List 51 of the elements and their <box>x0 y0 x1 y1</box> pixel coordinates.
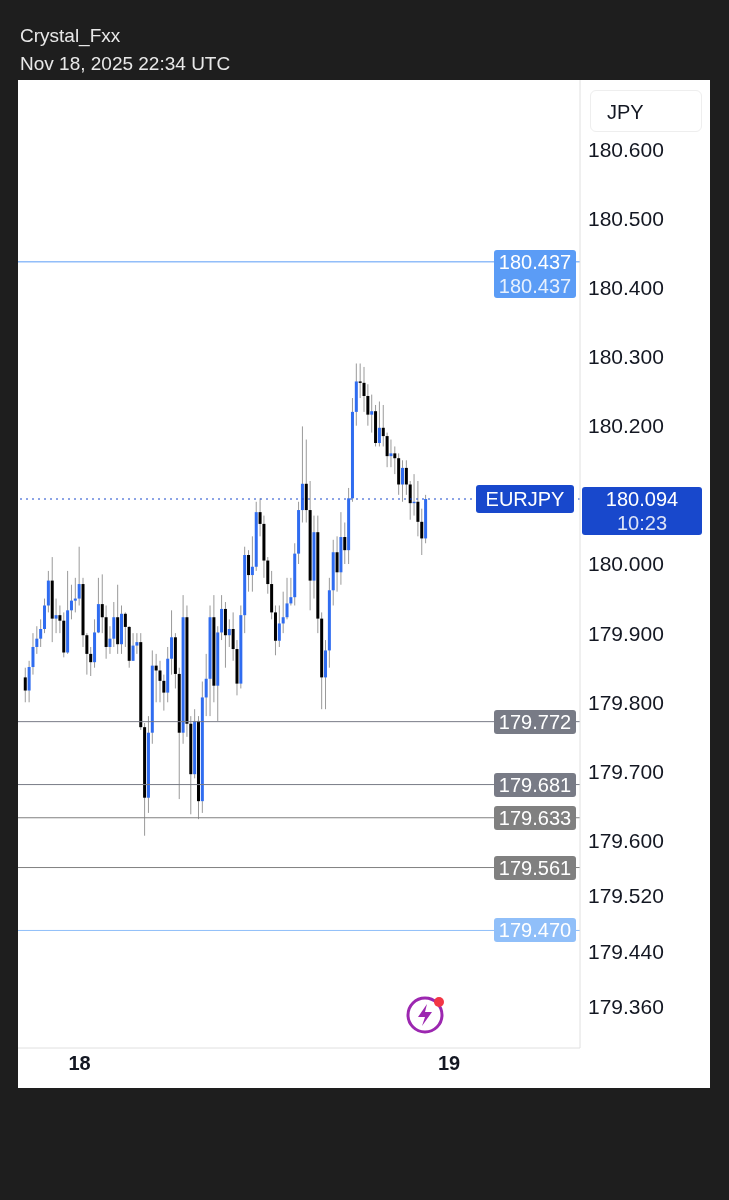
ref-line-label: 179.561 <box>494 855 576 880</box>
candlestick <box>69 584 73 620</box>
x-tick-label: 18 <box>68 1052 91 1075</box>
y-tick-label: 180.600 <box>588 137 664 161</box>
candlestick <box>370 394 374 434</box>
ref-line-label: 180.094 <box>604 487 680 511</box>
y-tick-label: 179.520 <box>588 884 664 908</box>
candlestick <box>43 598 47 634</box>
text: 10:23 <box>615 511 669 535</box>
annotation: 180.437 <box>497 273 573 298</box>
candlestick <box>220 594 224 641</box>
candlestick <box>385 432 389 468</box>
candlestick <box>389 439 393 468</box>
candlestick <box>285 577 289 620</box>
y-tick-label: 179.600 <box>588 829 664 853</box>
ref-line-label: 179.681 <box>494 772 576 797</box>
candlestick <box>123 611 127 648</box>
candlestick <box>401 459 405 503</box>
candlestick <box>23 667 27 703</box>
candlestick <box>170 609 174 676</box>
candlestick <box>131 632 135 662</box>
y-tick-label: 180.000 <box>588 552 664 576</box>
candlestick <box>250 535 254 593</box>
candlestick <box>277 604 281 648</box>
y-tick-label: 180.300 <box>588 345 664 369</box>
chart-subtitle: Nov 18, 2025 22:34 UTC <box>20 52 231 76</box>
candlestick <box>39 618 43 648</box>
ref-line-label: 179.633 <box>494 805 576 830</box>
candlestick <box>247 549 251 593</box>
candlestick <box>73 577 77 613</box>
candlestick <box>77 546 81 606</box>
y-tick-label: 179.360 <box>588 994 664 1018</box>
x-tick-label: 19 <box>438 1052 461 1075</box>
y-tick-label: 180.500 <box>588 206 664 230</box>
y-tick-label: 180.200 <box>588 414 664 438</box>
y-tick-label: 179.700 <box>588 759 664 783</box>
candlestick <box>343 522 347 565</box>
y-tick-label: 180.400 <box>588 275 664 299</box>
chart-title: Crystal_Fxx <box>20 24 122 49</box>
candlestick <box>335 535 339 593</box>
ref-line-label: 179.772 <box>494 709 576 734</box>
y-axis-title: JPY <box>590 90 702 132</box>
annotation: EURJPY <box>476 485 574 513</box>
y-tick-label: 179.900 <box>588 621 664 645</box>
candlestick <box>54 598 58 634</box>
candlestick <box>404 459 408 496</box>
y-tick-label: 179.800 <box>588 690 664 714</box>
y-tick-label: 179.440 <box>588 939 664 963</box>
ref-line-label: 180.437 <box>497 249 573 274</box>
ref-line-label: 179.470 <box>494 918 576 943</box>
candlestick <box>227 618 231 648</box>
